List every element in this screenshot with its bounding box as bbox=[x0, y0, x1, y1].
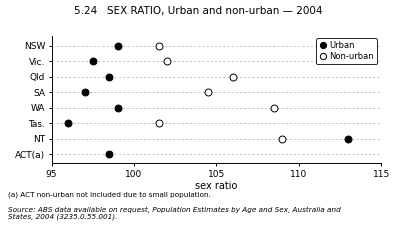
Text: Source: ABS data available on request, Population Estimates by Age and Sex, Aust: Source: ABS data available on request, P… bbox=[8, 207, 341, 220]
Legend: Urban, Non-urban: Urban, Non-urban bbox=[316, 38, 377, 64]
X-axis label: sex ratio: sex ratio bbox=[195, 181, 237, 191]
Text: 5.24   SEX RATIO, Urban and non-urban — 2004: 5.24 SEX RATIO, Urban and non-urban — 20… bbox=[74, 6, 323, 16]
Text: (a) ACT non-urban not included due to small population.: (a) ACT non-urban not included due to sm… bbox=[8, 192, 211, 198]
